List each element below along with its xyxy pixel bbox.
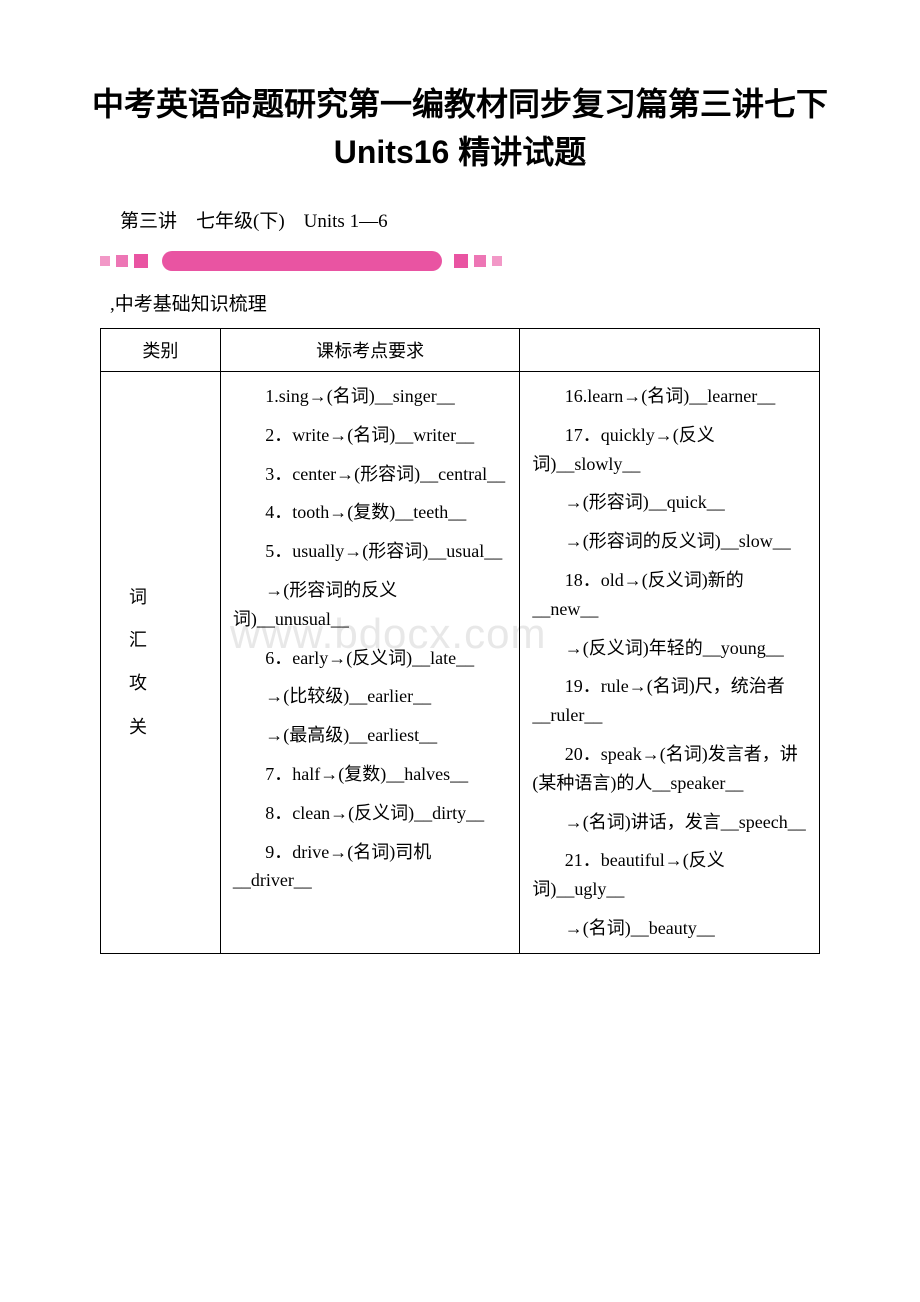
vocab-item: 18．old→(反义词)新的__new__ [532, 566, 807, 624]
vocab-item: 8．clean→(反义词)__dirty__ [233, 799, 508, 828]
decoration-bar [100, 251, 870, 271]
header-category: 类别 [101, 329, 221, 372]
vocab-item: →(反义词)年轻的__young__ [532, 634, 807, 663]
vocab-item: →(最高级)__earliest__ [233, 721, 508, 750]
vocab-item: 16.learn→(名词)__learner__ [532, 382, 807, 411]
category-char: 汇 [129, 619, 208, 662]
vocab-item: →(形容词的反义词)__slow__ [532, 527, 807, 556]
subtitle: 第三讲 七年级(下) Units 1—6 [120, 206, 870, 233]
vocab-item: 9．drive→(名词)司机__driver__ [233, 838, 508, 896]
header-requirements: 课标考点要求 [220, 329, 520, 372]
vocab-item: 17．quickly→(反义词)__slowly__ [532, 421, 807, 479]
vocab-item: 4．tooth→(复数)__teeth__ [233, 498, 508, 527]
vocab-item: →(名词)讲话，发言__speech__ [532, 808, 807, 837]
vocab-item: →(比较级)__earlier__ [233, 682, 508, 711]
section-label: ,中考基础知识梳理 [110, 289, 870, 316]
vocab-table: 类别 课标考点要求 词汇攻关 1.sing→(名词)__singer__ 2．wr… [100, 328, 820, 954]
col3-cell: 16.learn→(名词)__learner__ 17．quickly→(反义词)… [520, 372, 820, 954]
category-char: 词 [129, 576, 208, 619]
vocab-item: 1.sing→(名词)__singer__ [233, 382, 508, 411]
table-header-row: 类别 课标考点要求 [101, 329, 820, 372]
page-title: 中考英语命题研究第一编教材同步复习篇第三讲七下 Units16 精讲试题 [50, 80, 870, 176]
vocab-item: →(形容词的反义词)__unusual__ [233, 576, 508, 634]
table-row: 词汇攻关 1.sing→(名词)__singer__ 2．write→(名词)__… [101, 372, 820, 954]
category-char: 关 [129, 706, 208, 749]
vocab-item: 2．write→(名词)__writer__ [233, 421, 508, 450]
category-cell: 词汇攻关 [101, 372, 221, 954]
col2-cell: 1.sing→(名词)__singer__ 2．write→(名词)__write… [220, 372, 520, 954]
vocab-item: 3．center→(形容词)__central__ [233, 460, 508, 489]
vocab-item: 20．speak→(名词)发言者，讲(某种语言)的人__speaker__ [532, 740, 807, 798]
vocab-item: →(形容词)__quick__ [532, 488, 807, 517]
vocab-item: →(名词)__beauty__ [532, 914, 807, 943]
vocab-item: 19．rule→(名词)尺，统治者__ruler__ [532, 672, 807, 730]
vocab-item: 7．half→(复数)__halves__ [233, 760, 508, 789]
vocab-item: 21．beautiful→(反义词)__ugly__ [532, 846, 807, 904]
vocab-item: 5．usually→(形容词)__usual__ [233, 537, 508, 566]
vocab-item: 6．early→(反义词)__late__ [233, 644, 508, 673]
header-col3 [520, 329, 820, 372]
category-char: 攻 [129, 662, 208, 705]
